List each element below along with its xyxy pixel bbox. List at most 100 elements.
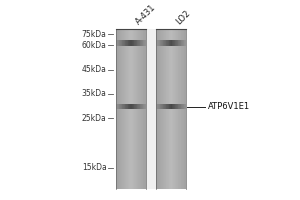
Bar xyxy=(124,104,125,109)
Bar xyxy=(123,104,124,109)
Bar xyxy=(136,29,137,189)
Bar xyxy=(167,40,168,46)
Text: A-431: A-431 xyxy=(134,3,157,27)
Bar xyxy=(117,40,118,46)
Bar xyxy=(160,104,161,109)
Bar xyxy=(122,29,123,189)
Bar xyxy=(138,29,139,189)
Bar xyxy=(120,40,121,46)
Bar xyxy=(173,40,174,46)
Bar xyxy=(169,104,170,109)
Bar xyxy=(161,104,162,109)
Bar xyxy=(178,40,179,46)
Text: 60kDa: 60kDa xyxy=(82,41,107,50)
Bar xyxy=(133,104,134,109)
Bar xyxy=(176,40,177,46)
Bar xyxy=(131,104,132,109)
Bar xyxy=(163,104,164,109)
Bar xyxy=(165,40,166,46)
Text: 15kDa: 15kDa xyxy=(82,163,107,172)
Bar xyxy=(173,29,174,189)
Bar xyxy=(120,104,121,109)
Text: ATP6V1E1: ATP6V1E1 xyxy=(208,102,250,111)
Bar xyxy=(134,40,135,46)
Bar xyxy=(141,104,142,109)
Bar xyxy=(124,40,125,46)
Bar xyxy=(173,104,174,109)
Bar xyxy=(137,104,138,109)
Bar xyxy=(184,29,185,189)
Text: 45kDa: 45kDa xyxy=(82,65,107,74)
Bar xyxy=(169,29,170,189)
Text: 35kDa: 35kDa xyxy=(82,89,107,98)
Bar xyxy=(122,40,123,46)
Bar xyxy=(142,40,143,46)
Bar xyxy=(132,29,133,189)
Bar xyxy=(117,29,118,189)
Bar xyxy=(135,40,136,46)
Bar xyxy=(158,40,159,46)
Bar xyxy=(138,104,139,109)
Bar xyxy=(165,29,166,189)
Bar xyxy=(165,104,166,109)
Bar xyxy=(178,29,179,189)
Bar xyxy=(180,104,181,109)
Bar xyxy=(162,29,163,189)
Bar xyxy=(125,40,126,46)
Bar xyxy=(166,29,167,189)
Bar xyxy=(142,104,143,109)
Bar xyxy=(163,40,164,46)
Bar xyxy=(125,104,126,109)
Bar xyxy=(182,104,183,109)
Bar xyxy=(174,29,175,189)
Bar xyxy=(143,104,144,109)
Bar xyxy=(121,29,122,189)
Bar xyxy=(123,29,124,189)
Bar xyxy=(163,29,164,189)
Bar xyxy=(159,104,160,109)
Bar xyxy=(143,40,144,46)
Bar xyxy=(139,40,140,46)
Bar xyxy=(120,29,121,189)
Text: LO2: LO2 xyxy=(174,9,192,27)
Bar xyxy=(170,104,171,109)
Bar xyxy=(119,104,120,109)
Bar xyxy=(160,40,161,46)
Bar xyxy=(185,29,186,189)
Bar xyxy=(180,40,181,46)
Bar xyxy=(135,104,136,109)
Bar xyxy=(125,29,126,189)
Bar xyxy=(140,29,141,189)
Bar xyxy=(183,29,184,189)
Bar xyxy=(124,29,125,189)
Bar xyxy=(143,29,144,189)
Bar xyxy=(162,104,163,109)
Bar xyxy=(140,104,141,109)
Bar xyxy=(160,104,161,109)
Bar xyxy=(169,29,170,189)
Bar xyxy=(172,40,173,46)
Bar xyxy=(170,29,171,189)
Bar xyxy=(128,104,129,109)
Bar xyxy=(129,29,130,189)
Bar xyxy=(160,29,161,189)
Bar xyxy=(164,29,165,189)
Bar xyxy=(135,29,136,189)
Bar xyxy=(122,104,123,109)
Bar xyxy=(167,104,168,109)
Bar xyxy=(134,29,135,189)
Bar xyxy=(118,40,119,46)
Text: 75kDa: 75kDa xyxy=(82,30,107,39)
Bar xyxy=(179,29,180,189)
Bar xyxy=(128,40,129,46)
Bar xyxy=(160,29,161,189)
Bar xyxy=(139,104,140,109)
Bar xyxy=(129,40,130,46)
Bar xyxy=(131,40,132,46)
Bar xyxy=(132,104,133,109)
Bar xyxy=(171,29,172,189)
Bar xyxy=(164,40,165,46)
Bar xyxy=(176,104,177,109)
Bar xyxy=(141,40,142,46)
Bar xyxy=(145,40,146,46)
